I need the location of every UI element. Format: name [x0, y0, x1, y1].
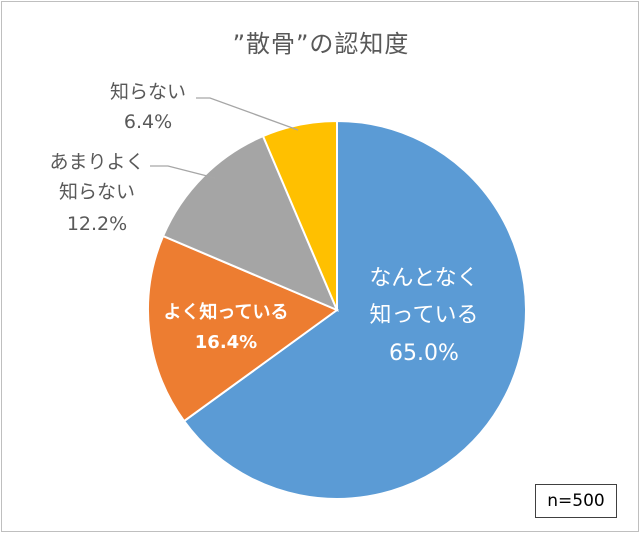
- leader-line-shiranai: [196, 97, 299, 131]
- slice-amari-yoku-shiranai: [161, 134, 339, 312]
- slice-shiranai: [261, 119, 338, 311]
- slice-label-nantonaku-line1: なんとなく: [369, 266, 478, 291]
- sample-size-note: n=500: [535, 484, 617, 518]
- leader-line-amari-yoku-shiranai: [150, 165, 216, 179]
- slice-label-yoku-shitteiru: よく知っている: [163, 301, 288, 323]
- slice-value-amari: 12.2%: [67, 213, 127, 235]
- chart-title: ”散骨”の認知度: [232, 30, 410, 58]
- slice-value-nantonaku: 65.0%: [389, 341, 459, 366]
- slice-label-amari-line1: あまりよく: [49, 151, 144, 173]
- slice-label-shiranai: 知らない: [110, 81, 186, 103]
- pie-slices: [147, 119, 527, 500]
- slice-label-nantonaku-line2: 知っている: [370, 303, 479, 328]
- leader-lines: [150, 97, 299, 179]
- slice-yoku-shitteiru: [147, 234, 340, 423]
- slice-value-shiranai: 6.4%: [124, 111, 172, 133]
- slice-nantonaku-shitteiru: [182, 119, 527, 500]
- slice-label-amari-line2: 知らない: [59, 181, 135, 203]
- slice-value-yoku-shitteiru: 16.4%: [195, 332, 257, 353]
